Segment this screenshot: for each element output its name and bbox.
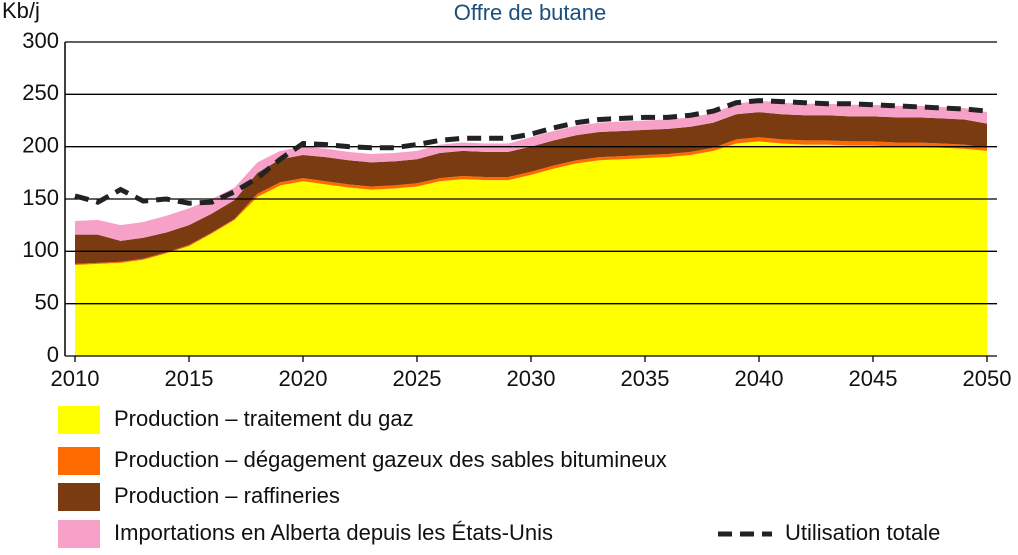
y-tick-label: 50 bbox=[35, 289, 59, 314]
x-tick-label: 2040 bbox=[735, 366, 784, 391]
x-tick-label: 2030 bbox=[507, 366, 556, 391]
y-tick-label: 250 bbox=[22, 80, 59, 105]
y-tick-label: 0 bbox=[47, 342, 59, 367]
chart-title: Offre de butane bbox=[454, 0, 607, 25]
x-tick-label: 2025 bbox=[393, 366, 442, 391]
legend-label: Production – raffineries bbox=[114, 483, 340, 508]
legend-label: Utilisation totale bbox=[785, 520, 940, 545]
x-tick-label: 2035 bbox=[621, 366, 670, 391]
x-tick-label: 2045 bbox=[849, 366, 898, 391]
line bbox=[74, 98, 988, 206]
x-tick-label: 2010 bbox=[51, 366, 100, 391]
area bbox=[75, 141, 987, 356]
legend-label: Importations en Alberta depuis les États… bbox=[114, 520, 553, 545]
x-tick-label: 2020 bbox=[279, 366, 328, 391]
legend-label: Production – dégagement gazeux des sable… bbox=[114, 447, 667, 472]
x-tick-label: 2015 bbox=[165, 366, 214, 391]
y-tick-label: 100 bbox=[22, 237, 59, 262]
legend-label: Production – traitement du gaz bbox=[114, 406, 414, 431]
legend-swatch bbox=[58, 483, 100, 511]
area bbox=[75, 100, 987, 241]
area bbox=[75, 112, 987, 264]
legend-swatch bbox=[58, 447, 100, 475]
y-axis-label: Kb/j bbox=[2, 0, 40, 23]
y-tick-label: 200 bbox=[22, 132, 59, 157]
y-tick-label: 300 bbox=[22, 28, 59, 53]
x-tick-label: 2050 bbox=[963, 366, 1012, 391]
y-tick-label: 150 bbox=[22, 185, 59, 210]
legend-swatch bbox=[58, 406, 100, 434]
legend-swatch bbox=[58, 520, 100, 548]
